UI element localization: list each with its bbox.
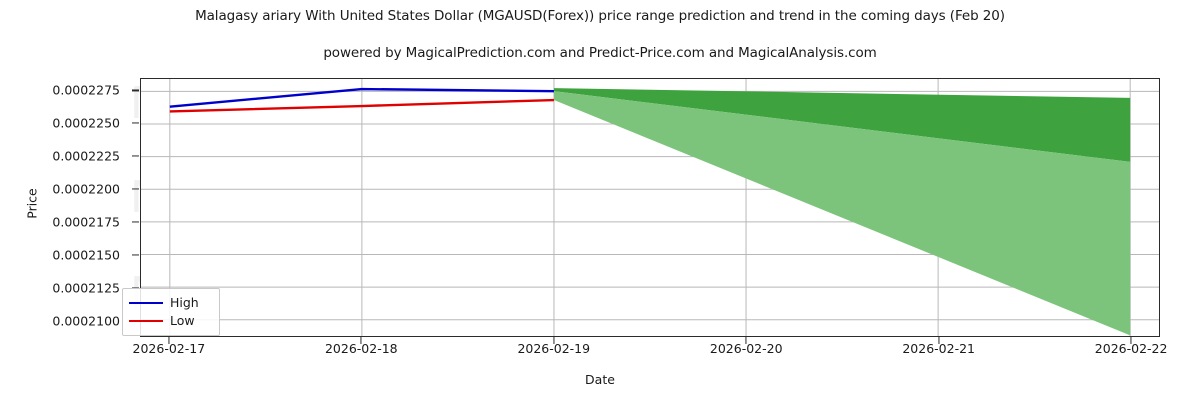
page-subtitle: powered by MagicalPrediction.com and Pre… xyxy=(323,45,877,61)
legend-label: High xyxy=(170,294,199,310)
y-axis-tick-mark xyxy=(132,254,139,256)
x-axis-tick-label: 2026-02-18 xyxy=(324,341,398,356)
y-axis-tick-mark xyxy=(132,221,139,223)
x-axis-labels: 2026-02-17 2026-02-18 2026-02-19 2026-02-20… xyxy=(0,341,1200,365)
y-axis-tick-label: 0.0002200 xyxy=(52,181,120,197)
series-line-low xyxy=(169,98,554,113)
prediction-band-light xyxy=(553,91,1131,336)
x-axis-tick-mark xyxy=(360,337,362,344)
y-axis-tick-label: 0.0002150 xyxy=(52,247,120,263)
y-axis-tick-mark xyxy=(132,287,139,289)
legend-entry[interactable]: Low xyxy=(129,312,213,330)
x-axis-tick-label: 2026-02-17 xyxy=(132,341,206,356)
x-axis-tick-label: 2026-02-21 xyxy=(902,341,975,356)
y-axis-tick-label: 0.0002275 xyxy=(52,82,120,98)
y-axis-tick-label: 0.0002125 xyxy=(52,280,120,296)
x-axis-tick-label: 2026-02-19 xyxy=(517,341,591,356)
y-axis-tick-mark xyxy=(132,188,139,190)
y-axis-tick-label: 0.0002250 xyxy=(52,115,120,131)
y-axis-tick-label: 0.0002225 xyxy=(52,148,120,164)
legend-entry[interactable]: High xyxy=(129,294,213,312)
chart-canvas xyxy=(141,79,1159,336)
y-axis-tick-label: 0.0002100 xyxy=(52,313,120,329)
x-axis-tick-mark xyxy=(553,337,555,344)
y-axis-tick-mark xyxy=(132,122,139,124)
plot-area xyxy=(140,78,1160,337)
legend-label: Low xyxy=(170,312,195,328)
y-axis-labels: 0.0002275 0.0002250 0.0002225 0.0002200 0.00… xyxy=(0,78,132,337)
y-axis-tick-label: 0.0002175 xyxy=(52,214,120,230)
x-axis-tick-label: 2026-02-22 xyxy=(1094,341,1168,356)
x-axis-tick-mark xyxy=(1130,337,1132,344)
x-axis-tick-label: 2026-02-20 xyxy=(709,341,783,356)
prediction-band-dark xyxy=(553,88,1131,162)
x-axis-tick-mark xyxy=(938,337,940,344)
series-line-high xyxy=(169,87,554,108)
legend-swatch-line xyxy=(129,320,163,322)
legend-swatch-line xyxy=(129,302,163,304)
x-axis-tick-mark xyxy=(745,337,747,344)
page-title: Malagasy ariary With United States Dolla… xyxy=(195,8,1005,24)
y-axis-title: Price xyxy=(24,188,40,219)
x-axis-title: Date xyxy=(585,372,615,387)
y-axis-tick-mark xyxy=(132,89,139,92)
chart-legend: High Low xyxy=(122,288,220,336)
y-axis-tick-mark xyxy=(132,155,139,157)
x-axis-tick-mark xyxy=(168,337,170,344)
